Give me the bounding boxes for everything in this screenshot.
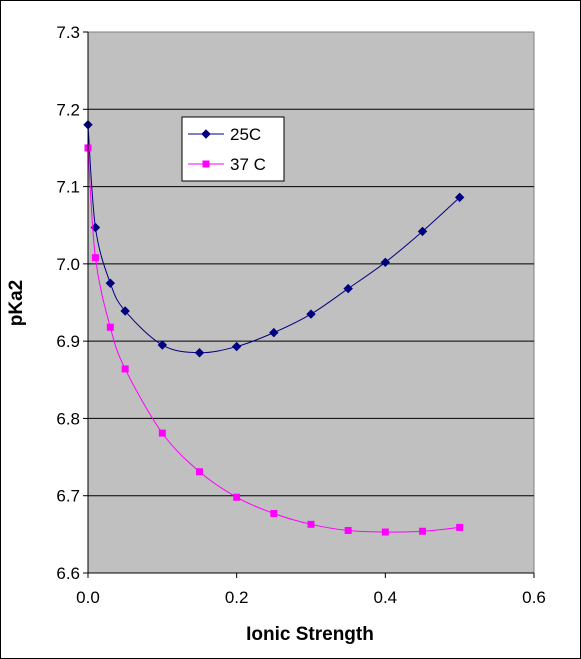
y-tick-label-5: 7.1 [56,178,80,197]
legend-box [181,116,285,182]
data-point-2-12 [419,527,426,535]
legend-label-2: 37 C [230,155,266,174]
y-tick-label-2: 6.8 [56,409,80,428]
data-point-2-4 [121,365,129,373]
legend-swatch-marker-2 [202,160,210,168]
x-tick-label-3: 0.6 [522,588,546,607]
data-point-1-4 [120,306,130,316]
data-point-1-7 [231,341,242,352]
data-point-1-6 [194,348,205,358]
y-tick-label-1: 6.7 [56,487,80,506]
plot-area [87,31,535,574]
data-point-2-7 [233,493,241,501]
data-point-2-13 [456,523,464,531]
y-tick-label-3: 6.9 [56,332,80,351]
y-tick-label-4: 7.0 [56,255,80,274]
y-tick-label-6: 7.2 [56,100,80,119]
data-point-2-10 [344,526,352,534]
data-point-2-2 [91,254,99,262]
series-1 [83,120,465,358]
data-point-2-6 [196,468,203,476]
x-tick-label-0: 0.0 [76,588,100,607]
data-point-1-12 [417,226,428,237]
data-point-1-11 [380,257,391,268]
y-tick-label-0: 6.6 [56,564,80,583]
data-point-2-11 [381,528,389,536]
legend-label-1: 25C [230,125,261,144]
data-point-1-5 [157,340,168,350]
data-point-1-13 [454,192,465,203]
y-tick-label-7: 7.3 [56,23,80,42]
data-point-1-3 [105,278,116,288]
data-point-1-8 [269,327,279,338]
data-point-1-10 [343,283,353,294]
data-point-2-5 [158,429,166,437]
data-point-2-8 [270,509,278,517]
legend: 25C 37 C [181,116,285,182]
plot-background [87,31,535,574]
x-tick-label-1: 0.2 [225,588,249,607]
series-group [83,120,465,536]
data-point-2-9 [307,520,315,528]
legend-swatch-marker-1 [201,129,211,139]
x-axis-title: Ionic Strength [246,624,374,645]
data-point-2-3 [106,323,114,331]
x-tick-label-2: 0.4 [374,588,398,607]
axes: 6.6 6.7 6.8 6.9 7.0 7.1 7.2 7.3 0.0 0.2 0.4 0.6 [56,23,545,607]
y-axis-title: pKa2 [6,280,27,326]
data-point-1-9 [306,309,316,319]
